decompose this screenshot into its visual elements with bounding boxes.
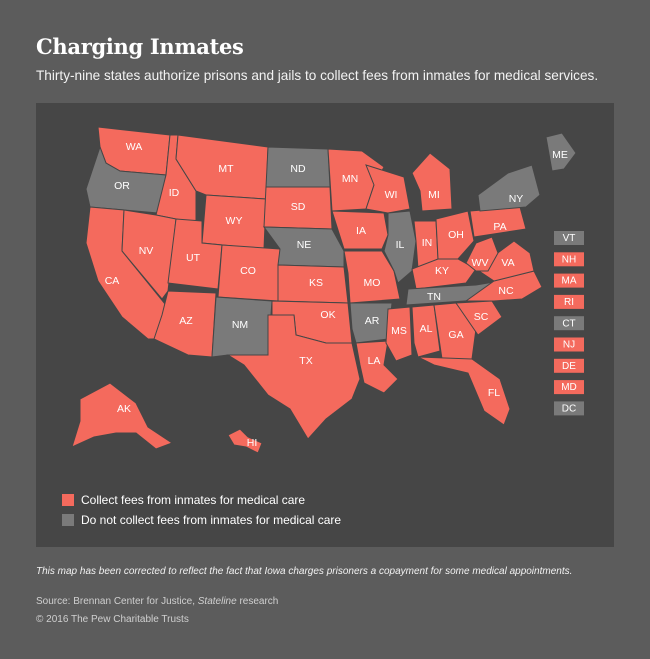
small-state-label-vt: VT: [563, 233, 576, 244]
state-label-ca: CA: [105, 275, 120, 287]
state-va: [475, 240, 535, 282]
state-label-me: ME: [552, 149, 568, 161]
state-label-ne: NE: [297, 239, 312, 251]
state-label-nc: NC: [498, 285, 514, 297]
state-label-tx: TX: [299, 355, 312, 367]
state-label-fl: FL: [488, 387, 500, 399]
small-state-box-ct: [554, 316, 584, 331]
state-label-ky: KY: [435, 265, 449, 277]
correction-note: This map has been corrected to reflect t…: [36, 566, 573, 577]
state-mi: [411, 152, 453, 212]
state-label-ut: UT: [186, 252, 201, 264]
state-label-wi: WI: [385, 189, 398, 201]
source-line: Source: Brennan Center for Justice, Stat…: [36, 596, 278, 607]
state-label-nv: NV: [139, 245, 154, 257]
small-state-box-de: [554, 358, 584, 373]
small-state-label-ma: MA: [562, 276, 577, 287]
state-label-sd: SD: [291, 201, 306, 213]
state-me: [545, 132, 577, 172]
state-label-az: AZ: [179, 315, 193, 327]
legend-item-not-collect: Do not collect fees from inmates for med…: [62, 510, 341, 530]
source-suffix: research: [236, 596, 279, 607]
state-shapes: [71, 126, 577, 454]
small-state-label-nh: NH: [562, 254, 576, 265]
state-label-pa: PA: [493, 221, 506, 233]
page-subtitle: Thirty-nine states authorize prisons and…: [36, 68, 599, 83]
state-il: [383, 210, 417, 284]
small-state-boxes: VT NH MA RI CT NJ DE MD DC: [554, 231, 584, 416]
state-hi: [227, 428, 263, 454]
state-label-mn: MN: [342, 173, 358, 185]
state-label-mt: MT: [218, 163, 234, 175]
state-mo: [343, 250, 401, 304]
state-label-ia: IA: [356, 225, 366, 237]
state-label-hi: HI: [247, 437, 258, 449]
state-label-tn: TN: [427, 291, 441, 303]
small-state-label-md: MD: [561, 382, 577, 393]
state-ia: [331, 210, 389, 250]
state-ny: [477, 164, 541, 212]
small-state-box-nh: [554, 252, 584, 267]
state-ms: [385, 306, 413, 362]
state-ar: [349, 302, 393, 344]
state-label-il: IL: [396, 239, 405, 251]
small-state-label-ri: RI: [564, 297, 574, 308]
state-label-ok: OK: [320, 309, 335, 321]
state-label-sc: SC: [474, 311, 489, 323]
state-label-co: CO: [240, 265, 256, 277]
state-label-ga: GA: [448, 329, 463, 341]
state-label-wy: WY: [226, 215, 243, 227]
small-state-box-ri: [554, 294, 584, 309]
small-state-box-dc: [554, 401, 584, 416]
state-label-la: LA: [368, 355, 381, 367]
state-label-wa: WA: [126, 141, 143, 153]
legend-swatch-not-collect: [62, 514, 74, 526]
state-ak: [71, 382, 174, 450]
small-state-label-dc: DC: [562, 404, 576, 415]
state-label-id: ID: [169, 187, 180, 199]
state-sc: [455, 300, 503, 336]
state-label-wv: WV: [472, 257, 489, 269]
copyright: © 2016 The Pew Charitable Trusts: [36, 614, 189, 625]
legend-label-collect: Collect fees from inmates for medical ca…: [81, 493, 306, 507]
legend-label-not-collect: Do not collect fees from inmates for med…: [81, 513, 342, 527]
state-label-ny: NY: [509, 193, 524, 205]
state-label-or: OR: [114, 180, 130, 192]
small-state-label-nj: NJ: [563, 340, 575, 351]
state-label-va: VA: [501, 257, 514, 269]
legend-swatch-collect: [62, 494, 74, 506]
small-state-box-vt: [554, 231, 584, 245]
small-state-label-de: DE: [562, 361, 576, 372]
state-tx: [226, 314, 361, 440]
small-state-box-ma: [554, 273, 584, 288]
state-labels: WA OR CA ID NV MT WY UT AZ CO NM ND SD NE KS OK TX MN IA MO…: [105, 141, 568, 449]
legend-item-collect: Collect fees from inmates for medical ca…: [62, 490, 341, 510]
state-label-mi: MI: [428, 189, 440, 201]
small-state-box-md: [554, 380, 584, 395]
state-oh: [435, 210, 475, 260]
state-label-ks: KS: [309, 277, 323, 289]
state-label-in: IN: [422, 237, 433, 249]
page-title: Charging Inmates: [36, 34, 244, 59]
state-fl: [417, 356, 511, 426]
us-map: WA OR CA ID NV MT WY UT AZ CO NM ND SD NE KS OK TX MN IA MO…: [71, 126, 584, 454]
legend: Collect fees from inmates for medical ca…: [62, 490, 341, 530]
small-state-box-nj: [554, 337, 584, 352]
state-az: [153, 290, 217, 358]
state-label-nm: NM: [232, 319, 248, 331]
state-label-oh: OH: [448, 229, 464, 241]
state-label-al: AL: [420, 323, 433, 335]
state-label-nd: ND: [290, 163, 306, 175]
map-panel: WA OR CA ID NV MT WY UT AZ CO NM ND SD NE KS OK TX MN IA MO…: [36, 103, 614, 547]
state-label-ar: AR: [365, 315, 380, 327]
state-label-ms: MS: [391, 325, 407, 337]
state-al: [411, 304, 441, 358]
source-italic: Stateline: [197, 596, 237, 607]
state-label-ak: AK: [117, 403, 131, 415]
state-label-mo: MO: [364, 277, 381, 289]
state-wv: [465, 236, 499, 272]
source-prefix: Source: Brennan Center for Justice,: [36, 596, 198, 607]
small-state-label-ct: CT: [562, 318, 575, 329]
